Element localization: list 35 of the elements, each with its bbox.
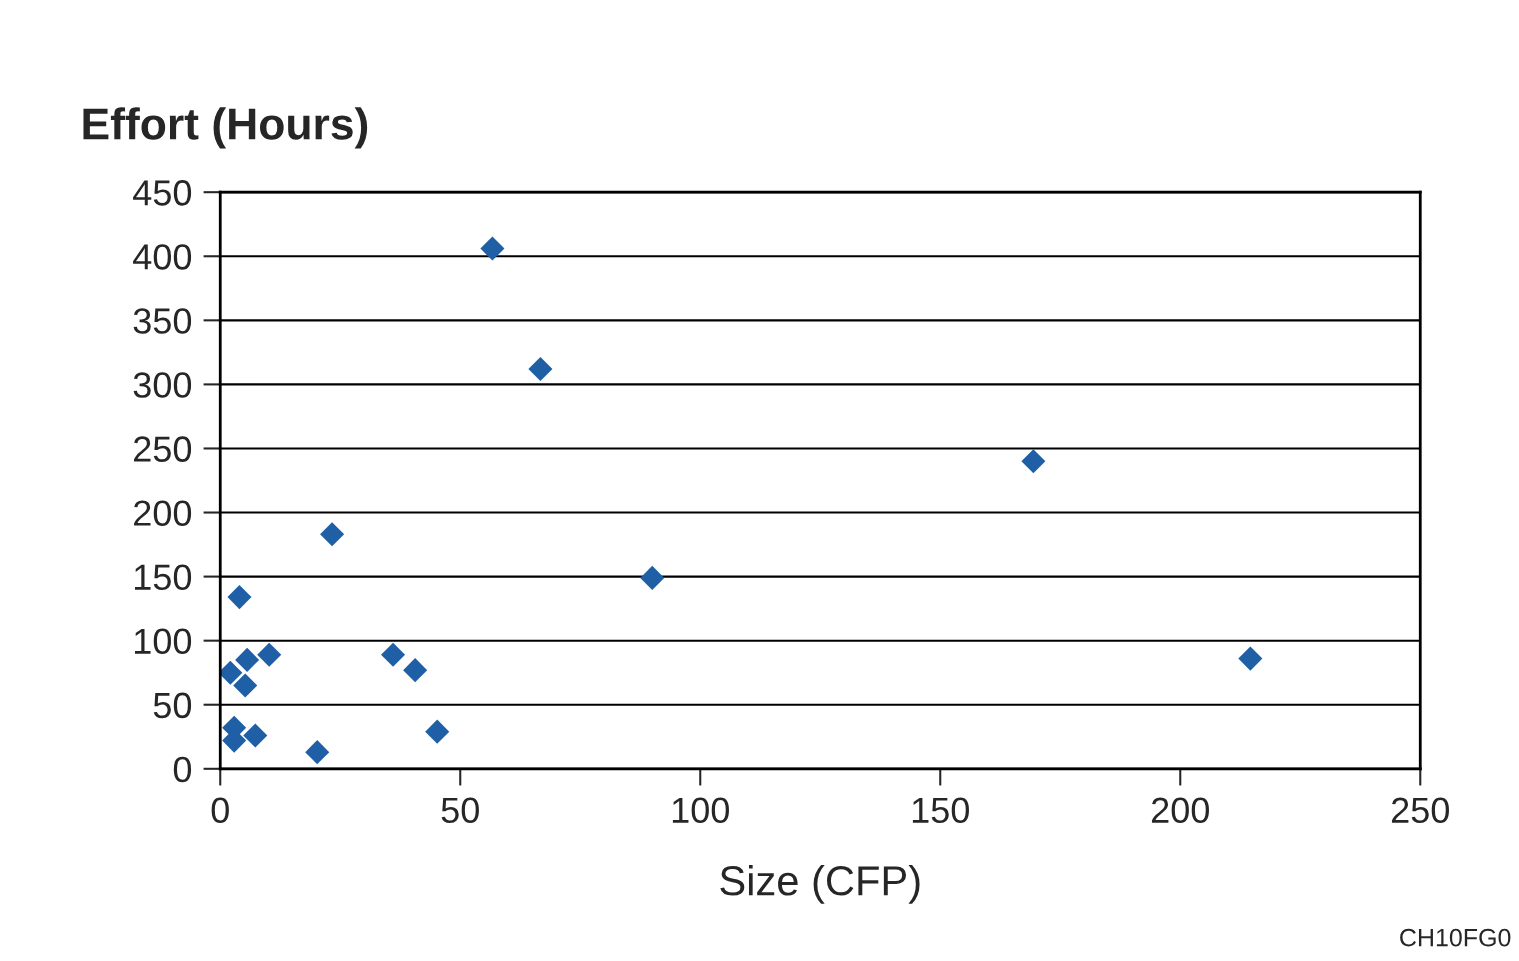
point xyxy=(305,740,330,765)
x-tick-label: 200 xyxy=(1151,797,1209,824)
point xyxy=(235,647,260,672)
point xyxy=(381,642,406,667)
point xyxy=(1238,646,1263,671)
point xyxy=(243,723,268,748)
y-tick-label: 0 xyxy=(173,756,192,783)
point xyxy=(227,585,252,610)
point xyxy=(1021,449,1046,474)
y-tick-label: 400 xyxy=(133,244,192,270)
y-tick-label: 50 xyxy=(153,692,192,719)
point xyxy=(403,658,428,683)
point xyxy=(640,565,665,590)
x-tick-label: 100 xyxy=(672,797,729,824)
point xyxy=(425,719,450,744)
y-tick-label: 100 xyxy=(134,628,192,655)
x-tick-label: 50 xyxy=(441,797,479,824)
x-tick-label: 150 xyxy=(912,797,969,824)
y-tick-label: 250 xyxy=(134,436,192,462)
point xyxy=(220,660,243,685)
y-tick-label: 300 xyxy=(133,372,192,398)
text: CH10FG0 xyxy=(1400,928,1511,947)
x-axis-title: Size (CFP) xyxy=(720,864,920,904)
point xyxy=(528,357,553,382)
y-axis-title: Effort (Hours) xyxy=(83,107,368,149)
y-tick-label: 200 xyxy=(134,500,192,526)
point xyxy=(233,673,258,698)
point xyxy=(257,642,282,667)
y-tick-label: 350 xyxy=(133,308,192,334)
x-tick-label: 250 xyxy=(1391,797,1449,824)
y-tick-label: 150 xyxy=(134,564,192,591)
y-tick-label: 450 xyxy=(133,180,192,206)
x-tick-label: 0 xyxy=(211,797,229,824)
point xyxy=(320,522,345,547)
point xyxy=(480,236,505,261)
